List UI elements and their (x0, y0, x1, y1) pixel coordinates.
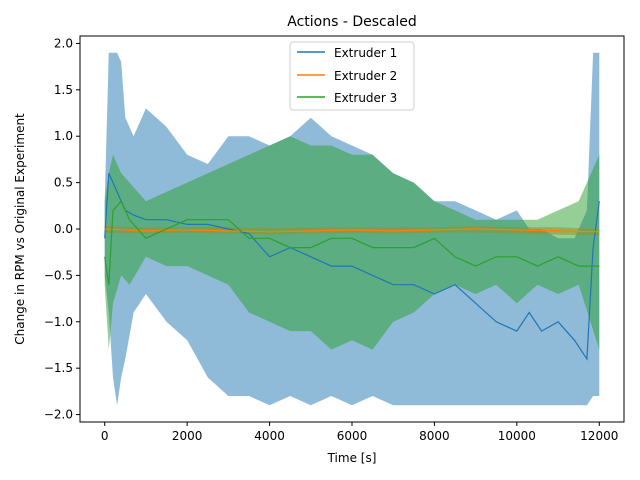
y-tick-label: −1.5 (44, 361, 73, 375)
series-line-extruder-1 (104, 173, 600, 361)
legend-box (289, 41, 415, 111)
y-tick-label: −2.0 (44, 408, 73, 422)
y-tick-label: −1.0 (44, 315, 73, 329)
x-tick-label: 6000 (337, 429, 368, 443)
y-tick-label: 1.5 (54, 83, 73, 97)
series-line-extruder-3 (104, 200, 600, 285)
legend-label-extruder-3: Extruder 3 (334, 91, 397, 105)
chart-title: Actions - Descaled (287, 14, 416, 30)
x-tick-label: 12000 (580, 429, 618, 443)
series-group (104, 52, 600, 406)
x-tick-label: 4000 (254, 429, 285, 443)
legend-label-extruder-1: Extruder 1 (334, 46, 397, 60)
plot-area (104, 52, 600, 406)
x-tick-label: 8000 (419, 429, 450, 443)
series-band-extruder-3 (104, 136, 600, 350)
legend-label-extruder-2: Extruder 2 (334, 69, 397, 83)
x-tick-label: 0 (101, 429, 109, 443)
y-tick-label: 0.5 (54, 176, 73, 190)
y-tick-label: 1.0 (54, 129, 73, 143)
y-tick-label: −0.5 (44, 268, 73, 282)
y-tick-label: 2.0 (54, 36, 73, 50)
legend: Extruder 1 Extruder 2 Extruder 3 (289, 41, 415, 111)
y-axis-label: Change in RPM vs Original Experiment (13, 113, 27, 345)
x-axis-ticks: 0 2000 4000 6000 8000 10000 12000 (101, 422, 618, 443)
y-axis-ticks: −2.0 −1.5 −1.0 −0.5 0.0 0.5 1.0 1.5 2.0 (44, 36, 80, 422)
y-tick-label: 0.0 (54, 222, 73, 236)
x-tick-label: 10000 (498, 429, 536, 443)
x-axis-label: Time [s] (327, 451, 377, 465)
x-tick-label: 2000 (172, 429, 203, 443)
series-line-extruder-2 (104, 228, 600, 233)
